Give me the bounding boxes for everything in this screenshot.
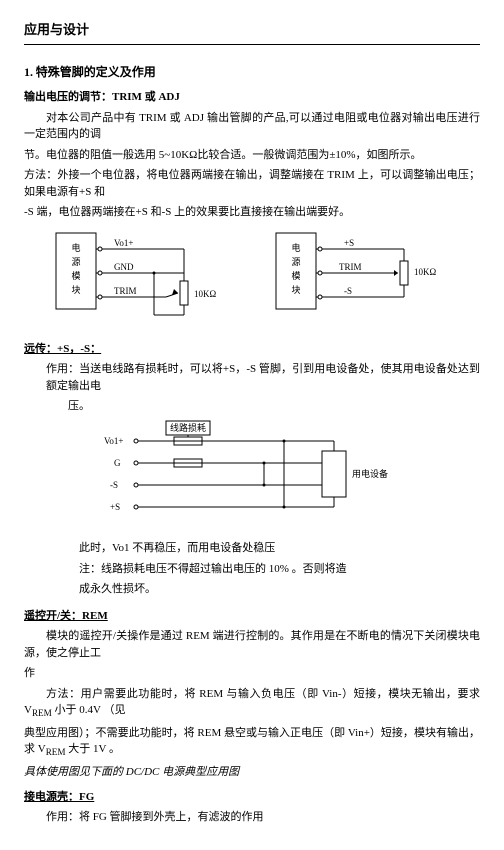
- d3-load: 用电设备: [352, 468, 388, 479]
- d3-note3: 成永久性损坏。: [79, 581, 480, 598]
- remote-sense-heading: 远传：+S，-S：: [24, 341, 480, 358]
- output-adjust-title: 输出电压的调节：TRIM 或 ADJ: [24, 89, 480, 106]
- d2-res: 10KΩ: [414, 267, 436, 277]
- rem-p2: 作: [24, 665, 480, 682]
- rem-p4: 典型应用图）；不需要此功能时，将 REM 悬空或与输入正电压（即 Vin+）短接…: [24, 725, 480, 760]
- para-2: 节。电位器的阻值一般选用 5~10KΩ比较合适。一般微调范围为±10%，如图所示…: [24, 147, 480, 164]
- d1-box-l3: 模: [71, 271, 80, 281]
- d2-box-l1: 电: [291, 242, 300, 253]
- d1-box-l2: 源: [71, 257, 80, 267]
- rem-sub1: REM: [32, 708, 52, 718]
- diagram-trim-sense: 电 源 模 块 +S TRIM -S 10KΩ: [274, 231, 464, 331]
- rem-title: 遥控开/关：REM: [24, 608, 480, 625]
- page-header: 应用与设计: [24, 20, 480, 45]
- d1-box-l4: 块: [71, 284, 80, 295]
- d3-g: G: [114, 458, 121, 468]
- diagram-3-wrap: Vo1+ G -S +S 线路损耗 用电设备: [104, 421, 480, 537]
- d1-box-l1: 电: [71, 242, 80, 253]
- d3-note2: 注：线路损耗电压不得超过输出电压的 10% 。否则将造: [79, 561, 480, 578]
- rem-p4b: 大于 1V 。: [66, 743, 121, 755]
- section-title: 特殊管脚的定义及作用: [36, 65, 156, 79]
- diagram-row-1: 电 源 模 块 Vo1+ GND TRIM 10KΩ 电 源 模 块: [54, 231, 480, 331]
- d2-ns: -S: [344, 286, 352, 296]
- d1-res: 10KΩ: [194, 289, 216, 299]
- d2-box-l3: 模: [291, 271, 300, 281]
- diagram-remote-sense: Vo1+ G -S +S 线路损耗 用电设备: [104, 421, 404, 531]
- d2-ps: +S: [344, 238, 354, 248]
- d2-trim: TRIM: [339, 262, 362, 272]
- rem-p3: 方法：用户需要此功能时，将 REM 与输入负电压（即 Vin-）短接，模块无输出…: [24, 686, 480, 721]
- rem-p3b: 小于 0.4V （见: [52, 704, 126, 716]
- remote-sense-title: 远传：+S，-S：: [24, 343, 101, 355]
- rem-p1: 模块的遥控开/关操作是通过 REM 端进行控制的。其作用是在不断电的情况下关闭模…: [24, 628, 480, 661]
- d3-loss: 线路损耗: [170, 422, 206, 433]
- d3-ns: -S: [110, 480, 118, 490]
- section-number: 1.: [24, 65, 33, 79]
- para-1: 对本公司产品中有 TRIM 或 ADJ 输出管脚的产品,可以通过电阻或电位器对输…: [24, 110, 480, 143]
- fg-title: 接电源壳：FG: [24, 789, 480, 806]
- rs-p1: 作用：当送电线路有损耗时，可以将+S，-S 管脚，引到用电设备处，使其用电设备处…: [46, 361, 480, 394]
- d3-ps: +S: [110, 502, 120, 512]
- para-4: -S 端，电位器两端接在+S 和-S 上的效果要比直接接在输出端要好。: [24, 204, 480, 221]
- d2-box-l2: 源: [291, 257, 300, 267]
- d1-vo1: Vo1+: [114, 238, 133, 248]
- para-3: 方法：外接一个电位器，将电位器两端接在输出，调整端接在 TRIM 上，可以调整输…: [24, 167, 480, 200]
- d2-box-l4: 块: [291, 284, 300, 295]
- d1-trim: TRIM: [114, 286, 137, 296]
- d1-gnd: GND: [114, 262, 134, 272]
- rem-p5: 具体使用图见下面的 DC/DC 电源典型应用图: [24, 764, 480, 781]
- rem-sub2: REM: [46, 748, 66, 758]
- rs-p2: 压。: [68, 398, 480, 415]
- d3-vo1: Vo1+: [104, 436, 123, 446]
- diagram-trim-output: 电 源 模 块 Vo1+ GND TRIM 10KΩ: [54, 231, 234, 331]
- section-1-heading: 1. 特殊管脚的定义及作用: [24, 63, 480, 82]
- d3-note1: 此时，Vo1 不再稳压，而用电设备处稳压: [79, 540, 480, 557]
- fg-p1: 作用：将 FG 管脚接到外壳上，有滤波的作用: [46, 809, 480, 826]
